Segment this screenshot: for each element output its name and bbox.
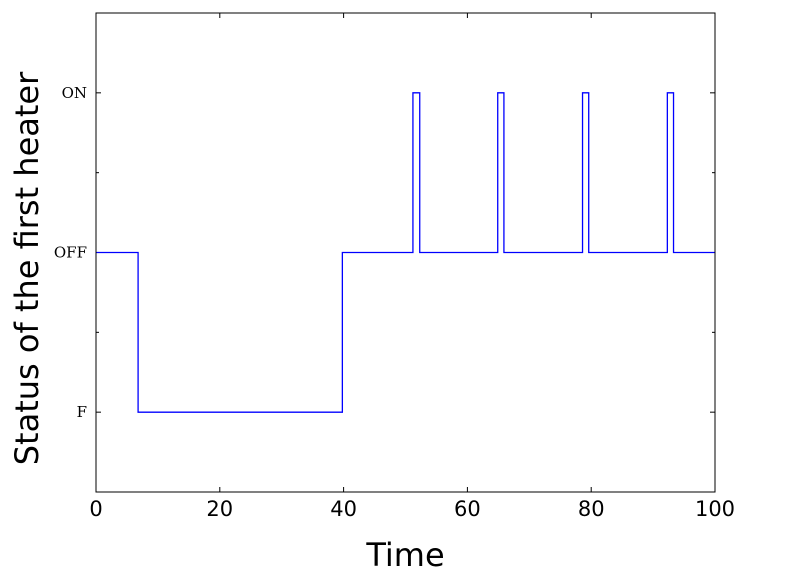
y-tick-label: F	[77, 403, 87, 421]
y-axis-label: Status of the first heater	[8, 71, 46, 465]
x-tick-label: 100	[695, 497, 735, 521]
y-tick-label: ON	[62, 84, 87, 102]
y-tick-label: OFF	[54, 244, 87, 262]
x-tick-label: 40	[330, 497, 357, 521]
x-tick-label: 80	[578, 497, 605, 521]
x-tick-labels: 0 20 40 60 80 100	[89, 497, 735, 521]
x-axis-label: Time	[365, 536, 444, 574]
x-tick-label: 20	[206, 497, 233, 521]
heater-status-line	[96, 93, 715, 412]
y-tick-labels: F OFF ON	[54, 84, 87, 421]
x-tick-label: 60	[454, 497, 481, 521]
series-layer	[96, 93, 715, 412]
x-tick-label: 0	[89, 497, 102, 521]
